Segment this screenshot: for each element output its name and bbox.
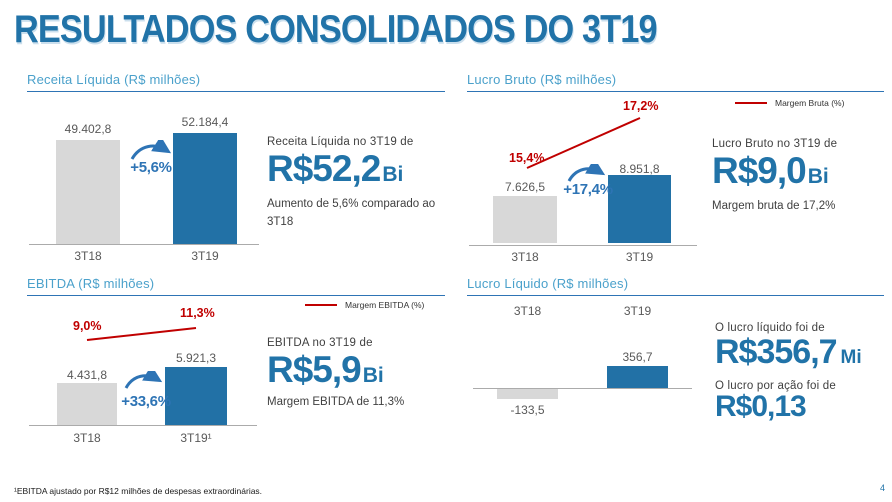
panel-ebitda: EBITDA (R$ milhões) Margem EBITDA (%) 9,… <box>27 276 445 461</box>
summary-intro-2: O lucro por ação foi de <box>715 380 836 392</box>
bar-value-3t18: 4.431,8 <box>66 368 108 382</box>
growth-arrow-icon <box>130 140 172 160</box>
category-3t19: 3T19 <box>625 250 654 264</box>
margin-point-3t18: 15,4% <box>509 151 545 165</box>
category-3t19: 3T19 <box>623 304 652 318</box>
legend-line-icon <box>305 304 337 306</box>
bar-value-3t19: 356,7 <box>622 350 653 364</box>
legend-margem-bruta: Margem Bruta (%) <box>735 98 844 108</box>
growth-label: +33,6% <box>121 393 171 410</box>
bar-value-3t18: 49.402,8 <box>64 122 112 136</box>
summary-value-number: R$52,2 <box>267 148 381 189</box>
summary-intro-1: O lucro líquido foi de <box>715 322 825 334</box>
margin-trend-line <box>526 117 641 169</box>
summary-value-1-number: R$356,7 <box>715 333 838 371</box>
category-3t19: 3T19 <box>191 249 219 263</box>
summary-value-number: R$9,0 <box>712 150 807 191</box>
panel-receita-header: Receita Líquida (R$ milhões) <box>27 72 445 92</box>
summary-note: Aumento de 5,6% comparado ao 3T18 <box>267 198 436 228</box>
footnote: ¹EBITDA ajustado por R$12 milhões de des… <box>14 486 263 496</box>
bar-3t19 <box>607 366 668 388</box>
bar-value-3t18: -133,5 <box>510 403 545 417</box>
summary-value: R$9,0 Bi <box>712 150 829 192</box>
page-number: 4 <box>879 483 885 493</box>
legend-margem-ebitda: Margem EBITDA (%) <box>305 300 424 310</box>
panel-lucro-bruto: Lucro Bruto (R$ milhões) Margem Bruta (%… <box>467 72 884 272</box>
legend-label: Margem Bruta (%) <box>775 98 845 108</box>
bar-value-3t19: 8.951,8 <box>619 162 660 176</box>
margin-point-3t19: 11,3% <box>180 306 215 320</box>
slide-title: RESULTADOS CONSOLIDADOS DO 3T19 <box>14 8 658 51</box>
summary-value-unit: Bi <box>382 163 404 186</box>
bar-3t19 <box>608 175 671 243</box>
summary-note: Margem bruta de 17,2% <box>712 200 836 212</box>
summary-value-1-unit: Mi <box>840 347 862 368</box>
legend-line-icon <box>735 102 767 104</box>
summary-note: Margem EBITDA de 11,3% <box>267 396 405 408</box>
bar-3t19 <box>173 133 237 244</box>
bar-value-3t19: 52.184,4 <box>181 115 229 129</box>
bar-value-3t19: 5.921,3 <box>175 351 217 365</box>
growth-arrow-icon <box>124 371 163 389</box>
bar-3t18 <box>497 389 558 399</box>
category-3t18: 3T18 <box>74 249 102 263</box>
x-axis <box>469 245 697 246</box>
bar-value-3t18: 7.626,5 <box>504 180 546 194</box>
x-axis <box>29 244 259 245</box>
summary-value-2: R$0,13 <box>715 390 807 424</box>
panel-lucro-bruto-header: Lucro Bruto (R$ milhões) <box>467 72 884 92</box>
category-3t18: 3T18 <box>513 304 542 318</box>
panel-ebitda-header: EBITDA (R$ milhões) <box>27 276 445 296</box>
summary-value: R$52,2 Bi <box>267 148 403 190</box>
summary-value-unit: Bi <box>807 165 829 188</box>
growth-label: +17,4% <box>563 181 613 198</box>
summary-value-1: R$356,7 Mi <box>715 333 862 372</box>
growth-label: +5,6% <box>130 159 172 176</box>
legend-label: Margem EBITDA (%) <box>345 300 425 310</box>
margin-trend-line <box>86 327 197 341</box>
summary-value-number: R$5,9 <box>267 349 362 390</box>
x-axis <box>473 388 692 389</box>
summary-value-unit: Bi <box>362 364 384 387</box>
growth-arrow-icon <box>567 164 606 182</box>
bar-3t18 <box>493 196 557 243</box>
panel-receita-liquida: Receita Líquida (R$ milhões) 49.402,8 52… <box>27 72 445 272</box>
bar-3t18 <box>57 383 117 425</box>
category-3t18: 3T18 <box>511 250 539 264</box>
summary-intro: Receita Líquida no 3T19 de <box>267 136 414 148</box>
category-3t18: 3T18 <box>73 431 101 445</box>
category-3t19: 3T19¹ <box>180 431 212 445</box>
bar-3t19 <box>165 367 227 425</box>
x-axis <box>29 425 257 426</box>
summary-intro: Lucro Bruto no 3T19 de <box>712 138 838 150</box>
summary-intro: EBITDA no 3T19 de <box>267 337 373 349</box>
summary-value: R$5,9 Bi <box>267 349 384 391</box>
margin-point-3t19: 17,2% <box>623 99 659 113</box>
summary-value-2-number: R$0,13 <box>715 390 807 423</box>
panel-lucro-liquido: Lucro Líquido (R$ milhões) 3T18 3T19 356… <box>467 276 884 461</box>
margin-point-3t18: 9,0% <box>73 319 102 333</box>
panel-lucro-liquido-header: Lucro Líquido (R$ milhões) <box>467 276 884 296</box>
bar-3t18 <box>56 140 120 244</box>
